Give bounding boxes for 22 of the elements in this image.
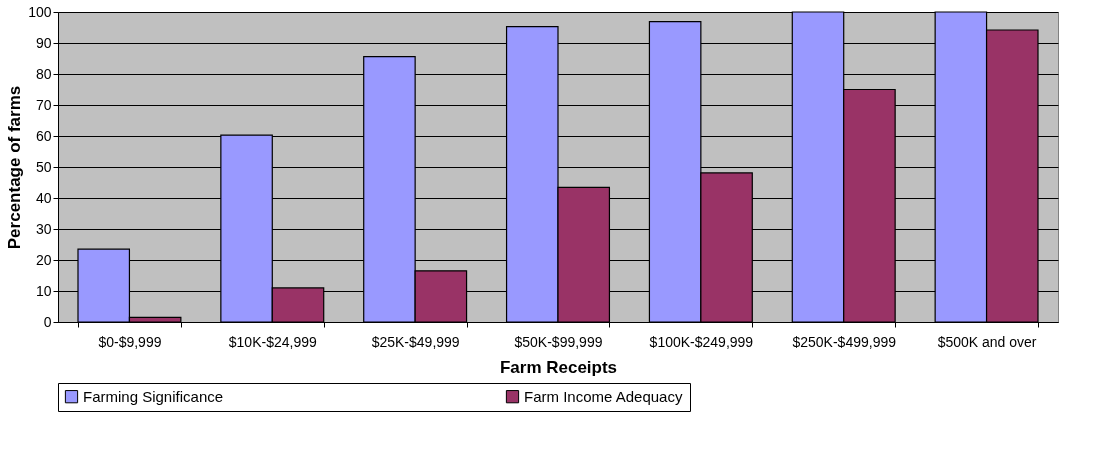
legend-label: Farm Income Adequacy (524, 387, 683, 405)
x-tick-label: $0-$9,999 (98, 333, 162, 350)
y-tick-label: 10 (35, 282, 52, 299)
y-tick-label: 50 (35, 158, 52, 175)
x-axis-title: Farm Receipts (499, 357, 618, 377)
y-tick-label: 60 (35, 127, 52, 144)
y-tick-label: 30 (35, 220, 52, 237)
y-axis-title: Percentage of farms (5, 85, 25, 250)
x-tick-label: $100K-$249,999 (649, 333, 754, 350)
y-tick-label: 70 (35, 96, 52, 113)
y-tick-label: 0 (43, 313, 52, 330)
x-tick-label: $50K-$99,999 (514, 333, 603, 350)
y-tick-label: 40 (35, 189, 52, 206)
x-tick-label: $500K and over (937, 333, 1037, 350)
y-tick-label: 100 (28, 3, 52, 20)
x-tick-label: $250K-$499,999 (792, 333, 897, 350)
y-tick-label: 80 (35, 65, 52, 82)
y-tick-label: 20 (35, 251, 52, 268)
y-tick-label: 90 (35, 34, 52, 51)
legend-label: Farming Significance (83, 387, 224, 405)
x-tick-label: $10K-$24,999 (228, 333, 317, 350)
x-tick-label: $25K-$49,999 (371, 333, 460, 350)
